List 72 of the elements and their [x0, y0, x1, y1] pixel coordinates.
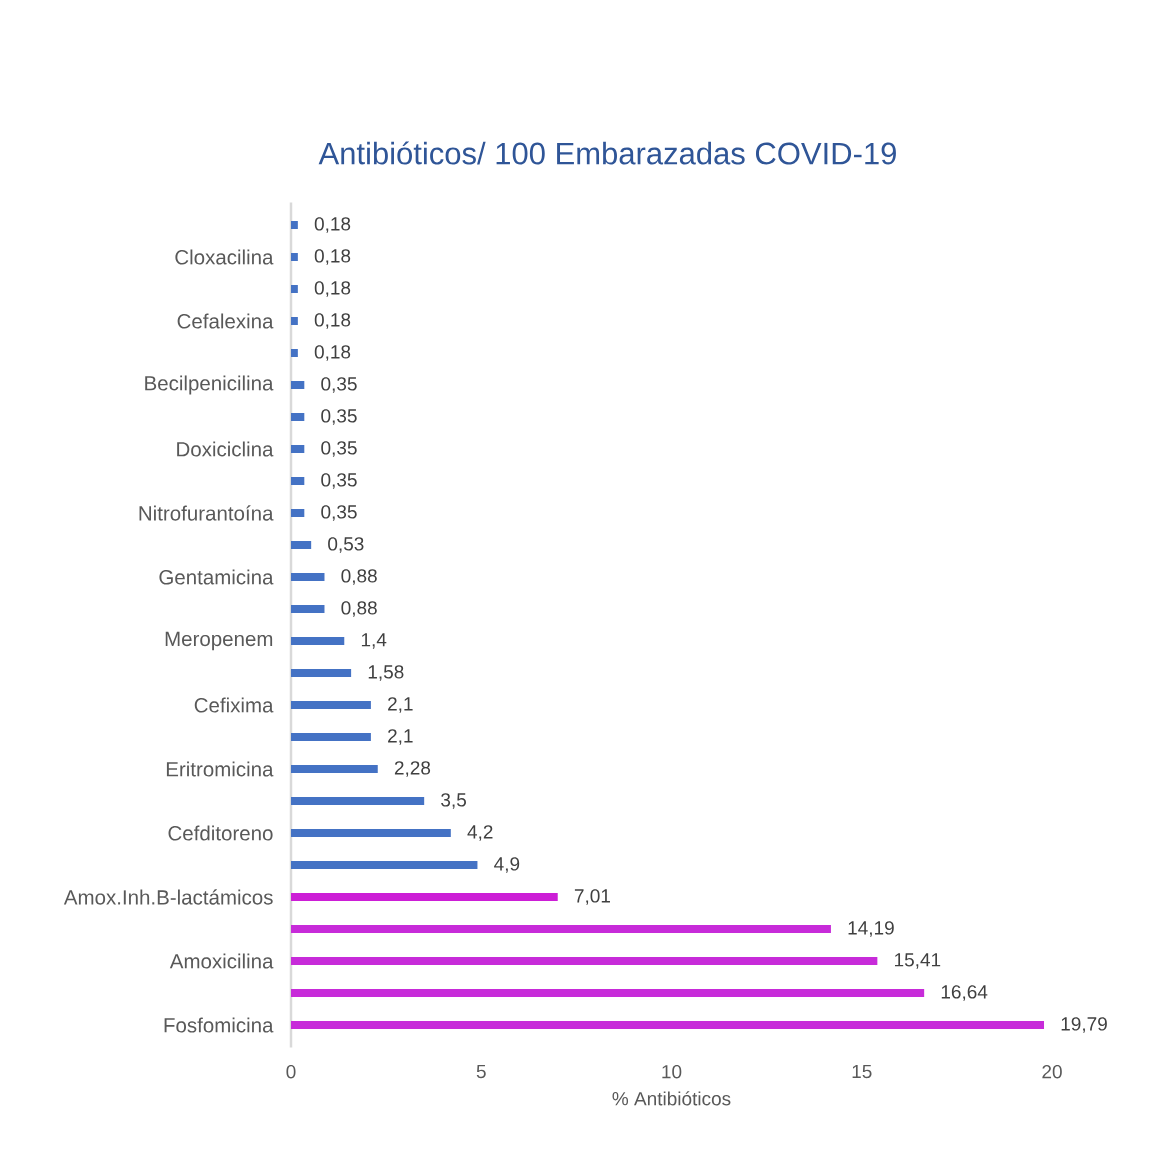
y-tick-label: Meropenem: [165, 631, 273, 651]
bar: [291, 477, 305, 485]
data-label: 0,18: [314, 281, 351, 297]
y-tick-label: Nitrofurantoína: [139, 505, 274, 521]
data-label: 0,35: [321, 441, 357, 457]
y-tick-label: Cefalexina: [177, 313, 274, 329]
bar: [291, 253, 298, 261]
data-label: 16,64: [941, 985, 988, 1001]
bar: [291, 829, 451, 838]
bar: [291, 413, 305, 421]
x-tick-label: 20: [1042, 1064, 1062, 1079]
data-label: 4,9: [494, 857, 520, 873]
data-label: 0,88: [341, 569, 377, 585]
x-tick-label: 5: [476, 1064, 486, 1079]
bar: [291, 509, 305, 518]
bar: [291, 797, 425, 806]
bar: [291, 637, 345, 646]
x-axis-title: % Antibióticos: [612, 1091, 731, 1106]
bar: [291, 349, 298, 357]
x-tick-label: 15: [852, 1064, 872, 1079]
bar: [291, 861, 478, 870]
x-tick-label: 10: [662, 1064, 682, 1079]
data-label: 1,4: [361, 633, 387, 649]
data-label: 4,2: [467, 825, 493, 841]
chart-title: Antibióticos/ 100 Embarazadas COVID-19: [318, 141, 896, 165]
bar: [291, 605, 325, 614]
bar: [291, 957, 878, 966]
bar: [291, 381, 305, 389]
y-tick-label: Amoxicilina: [169, 953, 274, 969]
data-label: 0,35: [321, 377, 357, 393]
bar: [291, 701, 371, 710]
data-label: 0,18: [314, 249, 351, 265]
data-label: 1,58: [368, 665, 404, 681]
bar: [291, 925, 831, 934]
y-tick-label: Becilpenicilina: [145, 375, 274, 395]
data-label: 2,1: [388, 697, 413, 713]
data-label: 2,1: [388, 729, 413, 745]
bar: [291, 445, 305, 453]
y-tick-label: Cefixima: [194, 697, 274, 713]
y-tick-label: Eritromicina: [166, 761, 274, 777]
y-tick-label: Doxiciclina: [177, 441, 274, 457]
bar: [291, 1021, 1045, 1030]
bar: [291, 541, 312, 549]
y-tick-label: Fosfomicina: [164, 1017, 274, 1033]
data-label: 15,41: [895, 953, 941, 969]
data-label: 2,28: [394, 761, 431, 777]
data-label: 19,79: [1061, 1017, 1107, 1033]
x-tick-label: 0: [286, 1064, 296, 1079]
bar: [291, 221, 298, 229]
y-tick-label: Cloxacilina: [175, 249, 274, 265]
data-label: 0,35: [321, 505, 357, 521]
bar: [291, 733, 371, 742]
data-label: 0,35: [321, 473, 357, 489]
data-label: 0,18: [314, 345, 351, 361]
data-label: 0,53: [328, 537, 364, 553]
data-label: 0,18: [314, 217, 351, 233]
data-label: 3,5: [441, 793, 466, 809]
y-tick-label: Amox.Inh.B-lactámicos: [63, 889, 273, 905]
bar: [291, 669, 352, 678]
bar: [291, 573, 325, 582]
data-label: 0,88: [341, 601, 377, 617]
data-label: 0,18: [314, 313, 351, 329]
y-tick-label: Gentamicina: [159, 569, 274, 585]
data-label: 7,01: [574, 889, 610, 905]
data-label: 0,35: [321, 409, 357, 425]
y-tick-label: Cefditoreno: [168, 825, 273, 841]
bar: [291, 317, 298, 325]
bar: [291, 765, 378, 774]
bar: [291, 285, 298, 293]
data-label: 14,19: [848, 921, 894, 937]
bar: [291, 893, 558, 902]
bar: [291, 989, 925, 998]
